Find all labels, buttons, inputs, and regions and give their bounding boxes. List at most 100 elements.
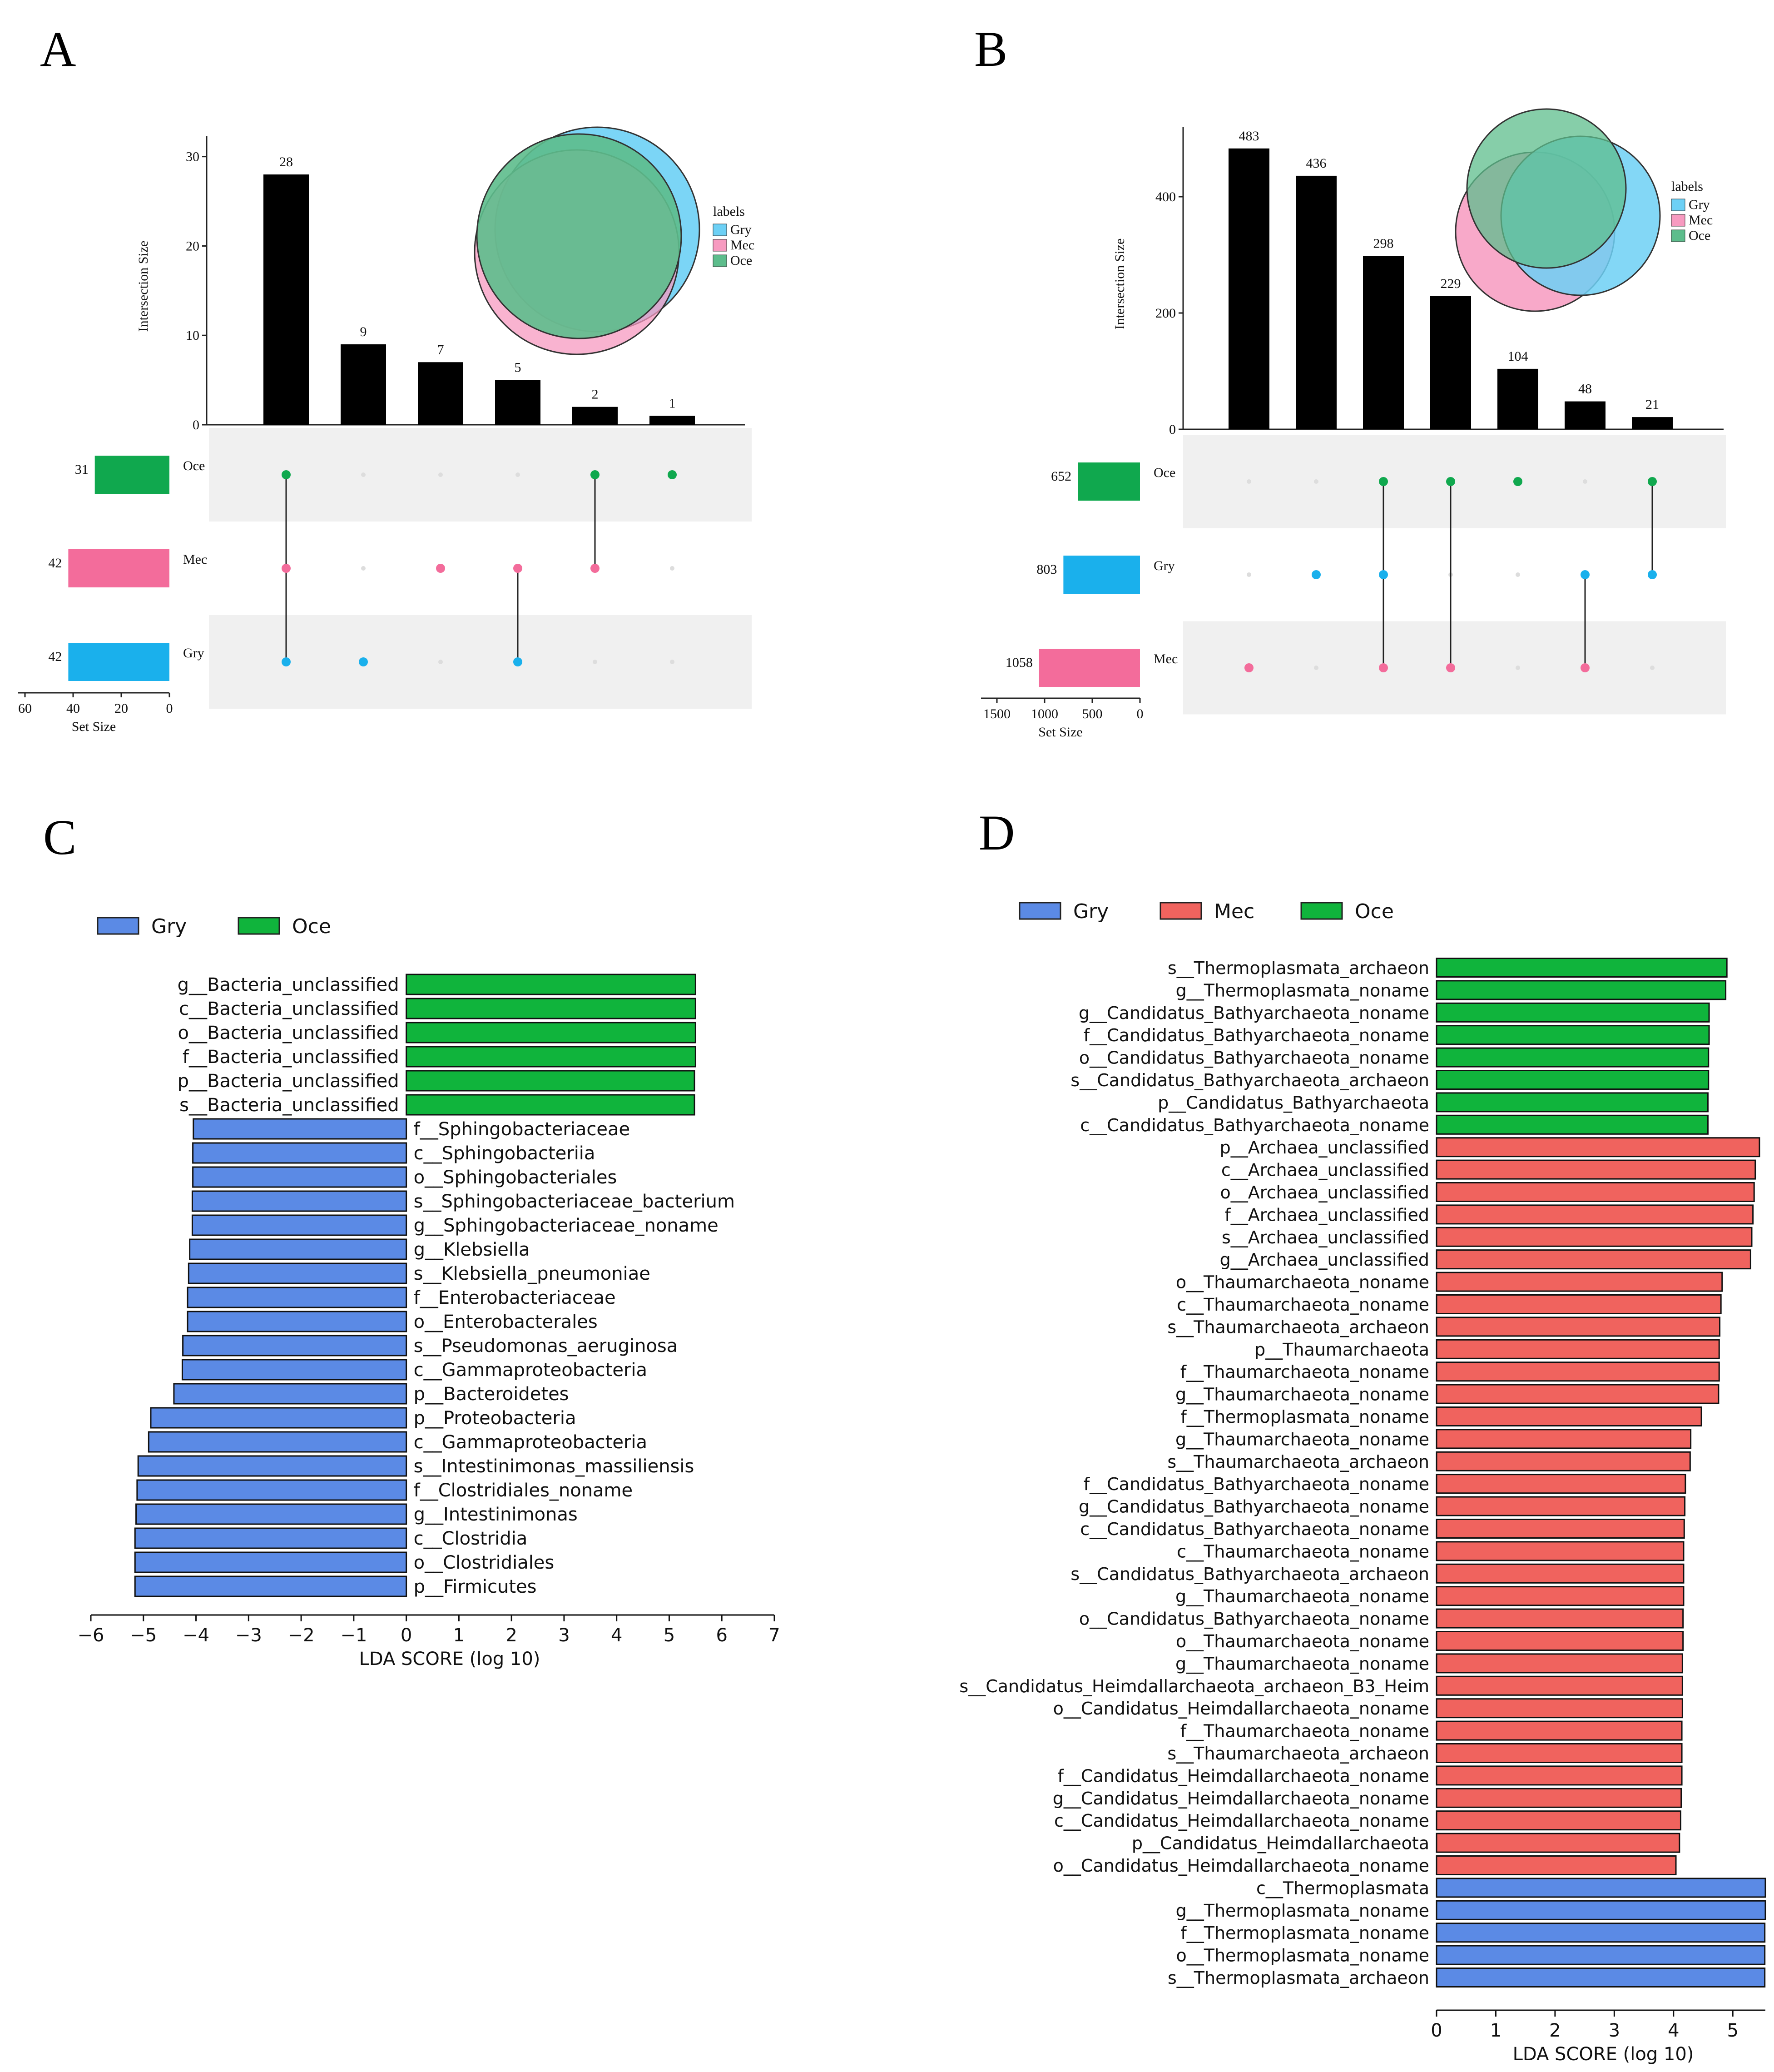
lda-bar bbox=[192, 1142, 407, 1164]
x-tick-label: 3 bbox=[1609, 2020, 1620, 2041]
taxon-label: f__Thermoplasmata_noname bbox=[1180, 1407, 1429, 1427]
panel-label-b: B bbox=[974, 21, 1007, 77]
x-tick-label: 4 bbox=[611, 1625, 622, 1646]
taxon-label: o__Candidatus_Heimdallarchaeota_noname bbox=[1053, 1699, 1429, 1719]
x-tick-label: 7 bbox=[768, 1625, 780, 1646]
set-size-tick-label: 60 bbox=[18, 701, 32, 716]
matrix-dot bbox=[1244, 663, 1254, 672]
taxon-label: c__Candidatus_Heimdallarchaeota_noname bbox=[1054, 1811, 1429, 1831]
lda-bar bbox=[134, 1527, 407, 1549]
lda-plot-c: Gry Oce g__Bacteria_unclassified c__Bacteri… bbox=[78, 915, 780, 1670]
set-size-title: Set Size bbox=[72, 719, 116, 734]
set-size-value: 1058 bbox=[1006, 655, 1033, 670]
set-size-tick-label: 20 bbox=[114, 701, 128, 716]
set-name-label: Oce bbox=[183, 458, 205, 473]
taxon-label: c__Sphingobacteriia bbox=[414, 1143, 595, 1164]
matrix-row-band bbox=[209, 615, 752, 709]
y-axis-title: Intersection Size bbox=[136, 241, 151, 332]
matrix-dot bbox=[1581, 663, 1590, 672]
lda-bar bbox=[406, 1070, 695, 1092]
matrix-dot bbox=[282, 470, 291, 479]
matrix-dot bbox=[282, 564, 291, 573]
legend-swatch bbox=[97, 917, 139, 935]
y-tick-label: 0 bbox=[1169, 422, 1176, 437]
bar-count-label: 5 bbox=[515, 360, 521, 375]
x-tick-label: −2 bbox=[288, 1625, 315, 1646]
bar-count-label: 9 bbox=[360, 324, 367, 339]
intersection-bar bbox=[341, 344, 386, 425]
taxon-label: f__Candidatus_Heimdallarchaeota_noname bbox=[1058, 1766, 1429, 1786]
intersection-bar bbox=[1229, 148, 1269, 429]
venn-legend-label: Oce bbox=[1689, 228, 1710, 243]
set-size-tick-label: 1500 bbox=[983, 706, 1011, 721]
lda-bar bbox=[1436, 1653, 1683, 1674]
lda-bar bbox=[134, 1551, 407, 1573]
taxon-label: p__Archaea_unclassified bbox=[1220, 1138, 1429, 1158]
taxon-label: c__Thermoplasmata bbox=[1256, 1878, 1429, 1898]
lda-bar bbox=[1436, 1698, 1683, 1719]
taxon-label: f__Thermoplasmata_noname bbox=[1180, 1923, 1429, 1943]
matrix-empty-dot bbox=[1314, 666, 1318, 670]
matrix-empty-dot bbox=[1650, 666, 1655, 670]
taxon-label: s__Thermoplasmata_archaeon bbox=[1168, 958, 1429, 978]
x-tick-label: 2 bbox=[505, 1625, 517, 1646]
set-name-label: Oce bbox=[1154, 465, 1175, 480]
lda-bar bbox=[1436, 1002, 1710, 1023]
x-tick-label: −5 bbox=[130, 1625, 157, 1646]
matrix-empty-dot bbox=[1247, 572, 1251, 577]
x-tick-label: 0 bbox=[401, 1625, 412, 1646]
set-name-label: Mec bbox=[183, 552, 207, 567]
y-tick-label: 30 bbox=[186, 149, 199, 164]
lda-bar bbox=[406, 998, 696, 1019]
lda-bar bbox=[1436, 1788, 1682, 1808]
lda-bar bbox=[150, 1407, 407, 1429]
matrix-empty-dot bbox=[670, 566, 674, 571]
matrix-dot bbox=[1648, 477, 1657, 486]
taxon-label: c__Thaumarchaeota_noname bbox=[1177, 1295, 1429, 1315]
x-tick-label: −6 bbox=[78, 1625, 104, 1646]
intersection-bar bbox=[1430, 296, 1471, 429]
lda-bar bbox=[1436, 1182, 1755, 1202]
taxon-label: s__Thaumarchaeota_archaeon bbox=[1167, 1317, 1429, 1337]
matrix-dot bbox=[513, 657, 522, 666]
x-tick-label: 5 bbox=[1727, 2020, 1739, 2041]
taxon-label: c__Gammaproteobacteria bbox=[414, 1360, 647, 1381]
matrix-dot bbox=[1581, 570, 1590, 579]
y-tick-label: 0 bbox=[193, 417, 199, 432]
lda-bar bbox=[189, 1238, 407, 1260]
lda-bar bbox=[1436, 1675, 1683, 1696]
bar-count-label: 483 bbox=[1239, 129, 1259, 144]
x-axis-title: LDA SCORE (log 10) bbox=[1513, 2044, 1694, 2065]
lda-bar bbox=[406, 1022, 696, 1043]
taxon-label: f__Enterobacteriaceae bbox=[414, 1287, 616, 1308]
matrix-empty-dot bbox=[1314, 479, 1318, 484]
taxon-label: g__Candidatus_Bathyarchaeota_noname bbox=[1079, 1497, 1429, 1517]
legend-label: Gry bbox=[1073, 900, 1109, 923]
matrix-empty-dot bbox=[361, 472, 366, 477]
lda-bar bbox=[1436, 1878, 1766, 1898]
lda-bar bbox=[1436, 1429, 1692, 1449]
lda-bar bbox=[1436, 1070, 1710, 1090]
taxon-label: g__Thermoplasmata_noname bbox=[1176, 1901, 1429, 1921]
taxon-label: g__Klebsiella bbox=[414, 1239, 530, 1260]
y-axis-title: Intersection Size bbox=[1112, 239, 1127, 330]
lda-bar bbox=[1436, 1968, 1766, 1988]
set-size-value: 652 bbox=[1051, 469, 1071, 484]
taxon-label: p__Bacteria_unclassified bbox=[178, 1071, 399, 1092]
venn-legend-label: Oce bbox=[730, 253, 752, 268]
lda-bar bbox=[406, 1094, 695, 1116]
x-tick-label: 2 bbox=[1549, 2020, 1561, 2041]
lda-bar bbox=[1436, 1451, 1691, 1471]
lda-bar bbox=[137, 1455, 407, 1477]
x-tick-label: 0 bbox=[1431, 2020, 1442, 2041]
taxon-label: o__Candidatus_Heimdallarchaeota_noname bbox=[1053, 1856, 1429, 1876]
taxon-label: s__Candidatus_Bathyarchaeota_archaeon bbox=[1070, 1564, 1429, 1584]
bar-count-label: 1 bbox=[669, 396, 676, 411]
taxon-label: p__Proteobacteria bbox=[414, 1408, 576, 1429]
taxon-label: o__Bacteria_unclassified bbox=[178, 1023, 399, 1043]
venn-legend-swatch bbox=[713, 239, 727, 252]
matrix-dot bbox=[513, 564, 522, 573]
venn-legend-swatch bbox=[1671, 214, 1685, 227]
lda-bar bbox=[1436, 1047, 1710, 1068]
panel-label-d: D bbox=[979, 805, 1015, 860]
